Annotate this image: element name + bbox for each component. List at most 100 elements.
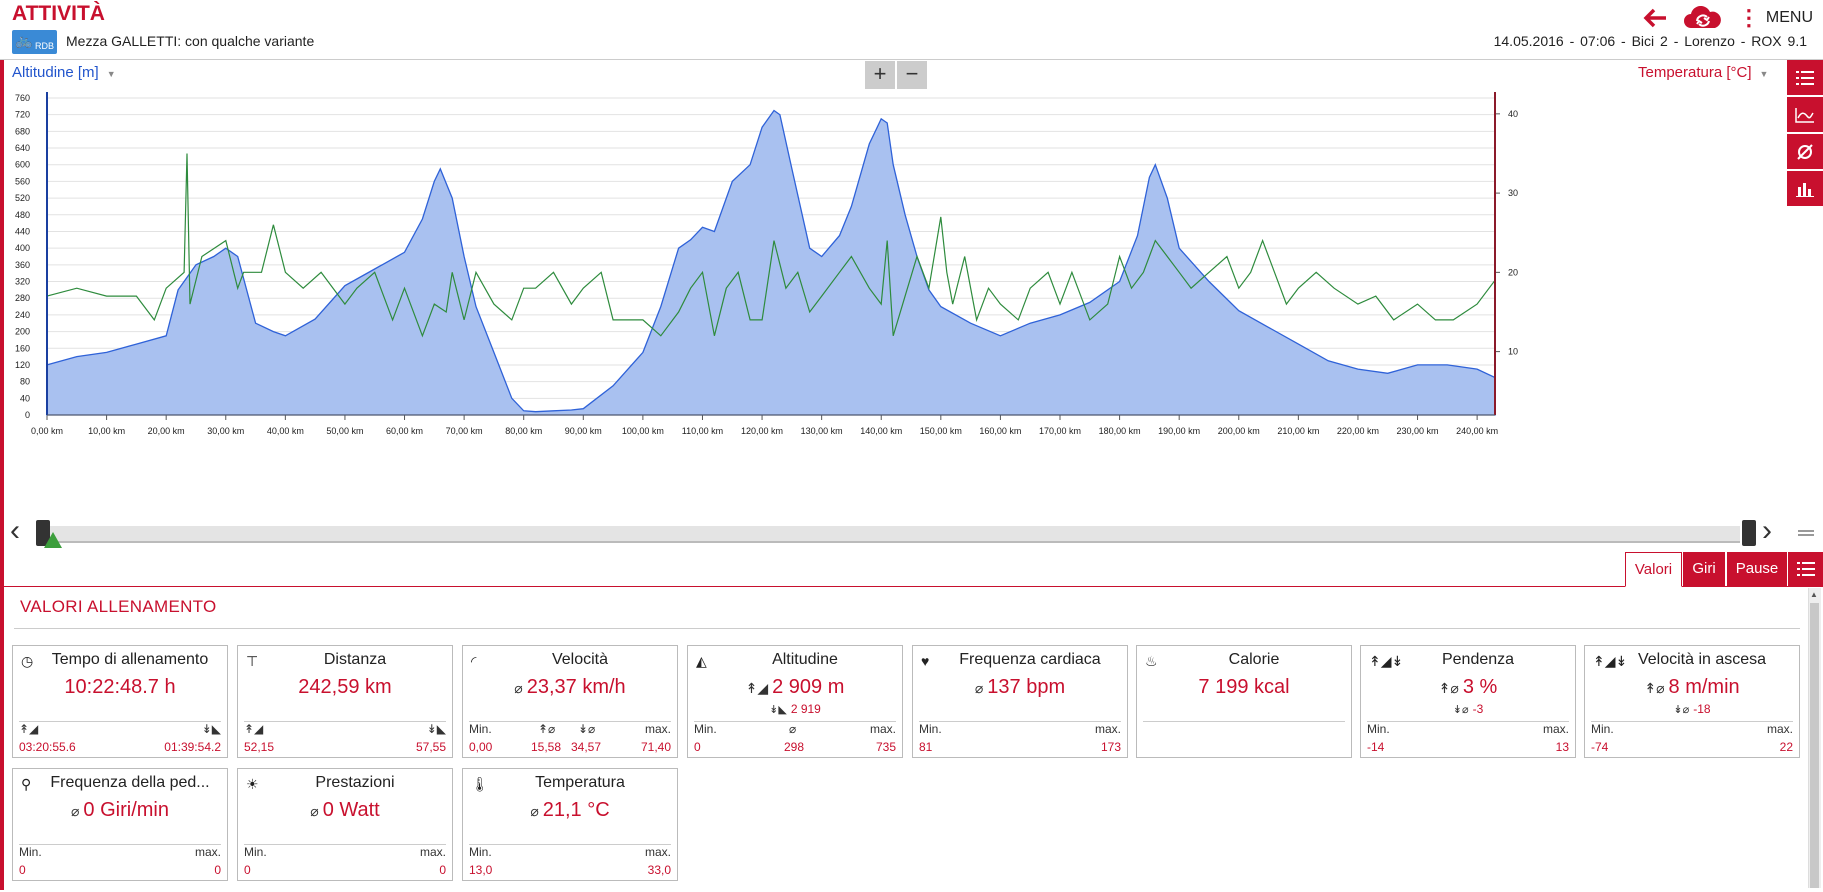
card-title: Temperatura (535, 774, 625, 791)
y-left-tick-label: 640 (15, 143, 30, 153)
max-label: max. (869, 722, 896, 736)
tab-pause[interactable]: Pause (1727, 552, 1787, 587)
back-arrow-icon[interactable] (1642, 7, 1668, 29)
scroll-right-icon[interactable]: › (1762, 514, 1772, 547)
min-label: Min. (244, 845, 267, 859)
y-left-tick-label: 680 (15, 126, 30, 136)
line-chart-button[interactable] (1787, 97, 1823, 132)
cloud-sync-icon[interactable] (1682, 6, 1724, 30)
zoom-out-button[interactable]: − (897, 61, 927, 89)
card-title: Altitudine (772, 651, 838, 668)
thermometer-icon: 🌡 (471, 776, 489, 792)
min-value: -74 (1591, 740, 1609, 754)
resize-grip-icon[interactable] (1798, 530, 1814, 536)
stat-card-climb-speed[interactable]: ↟◢↡ Velocità in ascesa ↟⌀ 8 m/min ↡⌀ -18 M… (1584, 645, 1800, 758)
max-label: max. (1766, 722, 1793, 736)
left-axis-label: Altitudine [m] (12, 64, 99, 81)
average-value: 298 (784, 740, 805, 754)
stat-card-power[interactable]: ☀ Prestazioni ⌀ 0 Watt Min. max. 0 0 (237, 768, 453, 881)
bicycle-icon: 🚲 (15, 32, 33, 48)
y-left-tick-label: 400 (15, 243, 30, 253)
scroll-up-icon[interactable]: ▲ (1810, 590, 1818, 599)
menu-button[interactable]: ⋮ MENU (1737, 5, 1813, 30)
uphill-average-icon: ↟⌀ (1438, 680, 1459, 696)
min-value: 0 (694, 740, 701, 754)
y-left-tick-label: 760 (15, 93, 30, 103)
average-icon (1797, 143, 1813, 160)
scroll-range-end-handle[interactable] (1742, 520, 1756, 546)
card-value: 10:22:48.7 h (64, 676, 176, 698)
stat-card-slope[interactable]: ↟◢↡ Pendenza ↟⌀ 3 % ↡⌀ -3 Min. max. -14 13 (1360, 645, 1576, 758)
downhill-icon: ↡◣ (769, 704, 787, 716)
tab-giri[interactable]: Giri (1683, 552, 1725, 587)
section-divider (14, 628, 1800, 629)
y-left-tick-label: 360 (15, 260, 30, 270)
kebab-menu-icon: ⋮ (1737, 5, 1760, 30)
list-view-button[interactable] (1787, 60, 1823, 95)
downhill-average-icon: ↡⌀ (578, 722, 596, 736)
bar-chart-button[interactable] (1787, 171, 1823, 206)
card-value: 2 909 m (772, 676, 845, 698)
y-left-tick-label: 600 (15, 160, 30, 170)
card-title: Velocità (551, 651, 609, 668)
card-value: 8 m/min (1668, 676, 1740, 698)
scroll-track[interactable] (48, 526, 1740, 543)
x-tick-label: 120,00 km (741, 426, 783, 436)
dropdown-caret-icon: ▼ (1759, 69, 1769, 79)
tab-list-button[interactable] (1788, 552, 1823, 587)
max-label: max. (1094, 722, 1121, 736)
x-tick-label: 200,00 km (1218, 426, 1260, 436)
y-left-tick-label: 480 (15, 210, 30, 220)
stat-card-temperature[interactable]: 🌡 Temperatura ⌀ 21,1 °C Min. max. 13,0 33… (462, 768, 678, 881)
zoom-in-button[interactable]: + (865, 61, 895, 89)
y-left-tick-label: 320 (15, 277, 30, 287)
y-left-tick-label: 240 (15, 310, 30, 320)
stat-card-heart-rate[interactable]: ♥ Frequenza cardiaca ⌀ 137 bpm Min. max. … (912, 645, 1128, 758)
y-left-tick-label: 80 (20, 377, 30, 387)
min-label: Min. (19, 845, 42, 859)
max-label: max. (1542, 722, 1569, 736)
max-value: 71,40 (640, 740, 671, 754)
average-icon: ⌀ (530, 803, 539, 819)
uphill-icon: ↟◢ (19, 722, 39, 736)
list-icon (1796, 562, 1815, 576)
stat-card-speed[interactable]: ◜ Velocità ⌀ 23,37 km/h Min. ↟⌀ ↡⌀ max. 0… (462, 645, 678, 758)
position-marker-icon[interactable] (44, 532, 62, 548)
right-axis-selector[interactable]: Temperatura [°C] ▼ (1638, 64, 1768, 81)
card-subvalue: 2 919 (790, 702, 821, 716)
scroll-left-icon[interactable]: ‹ (10, 514, 20, 547)
downhill-distance: 57,55 (415, 740, 446, 754)
x-tick-label: 230,00 km (1397, 426, 1439, 436)
stat-card-altitude[interactable]: ◭ Altitudine ↟◢ 2 909 m ↡◣ 2 919 Min. ⌀ ma… (687, 645, 903, 758)
min-value: 0,00 (469, 740, 493, 754)
x-tick-label: 220,00 km (1337, 426, 1379, 436)
activity-chart[interactable]: 0 40 80 120 160 200 240 280 320 360 400 440 480 520 56… (0, 90, 1787, 515)
min-label: Min. (919, 722, 942, 736)
max-label: max. (419, 845, 446, 859)
card-value: 3 % (1462, 676, 1498, 698)
max-label: max. (194, 845, 221, 859)
y-left-tick-label: 120 (15, 360, 30, 370)
y-left-tick-label: 520 (15, 193, 30, 203)
stat-card-distance[interactable]: ⊤ Distanza 242,59 km ↟◢ ↡◣ 52,15 57,55 (237, 645, 453, 758)
y-right-tick-label: 20 (1508, 267, 1518, 277)
y-left-tick-label: 200 (15, 327, 30, 337)
average-button[interactable] (1787, 134, 1823, 169)
downhill-icon: ↡◣ (201, 722, 221, 736)
card-divider (1367, 721, 1569, 722)
downhill-icon: ↡◣ (426, 722, 446, 736)
tab-valori[interactable]: Valori (1625, 552, 1682, 587)
max-value: 0 (214, 863, 221, 877)
stat-card-training-time[interactable]: ◷ Tempo di allenamento 10:22:48.7 h ↟◢ ↡… (12, 645, 228, 758)
stat-card-calories[interactable]: ♨ Calorie 7 199 kcal (1136, 645, 1352, 758)
min-value: 13,0 (469, 863, 493, 877)
card-divider (919, 721, 1121, 722)
card-value-row: ↟◢ 2 909 m (688, 676, 902, 699)
stat-card-cadence[interactable]: ⚲ Frequenza della ped... ⌀ 0 Giri/min Min… (12, 768, 228, 881)
average-icon: ⌀ (974, 680, 984, 696)
card-divider (19, 721, 221, 722)
vertical-scroll-thumb[interactable] (1810, 603, 1819, 888)
climb-speed-icon: ↟◢↡ (1593, 653, 1628, 669)
left-axis-selector[interactable]: Altitudine [m] ▼ (12, 64, 116, 81)
logo-text: RDB (34, 41, 54, 51)
